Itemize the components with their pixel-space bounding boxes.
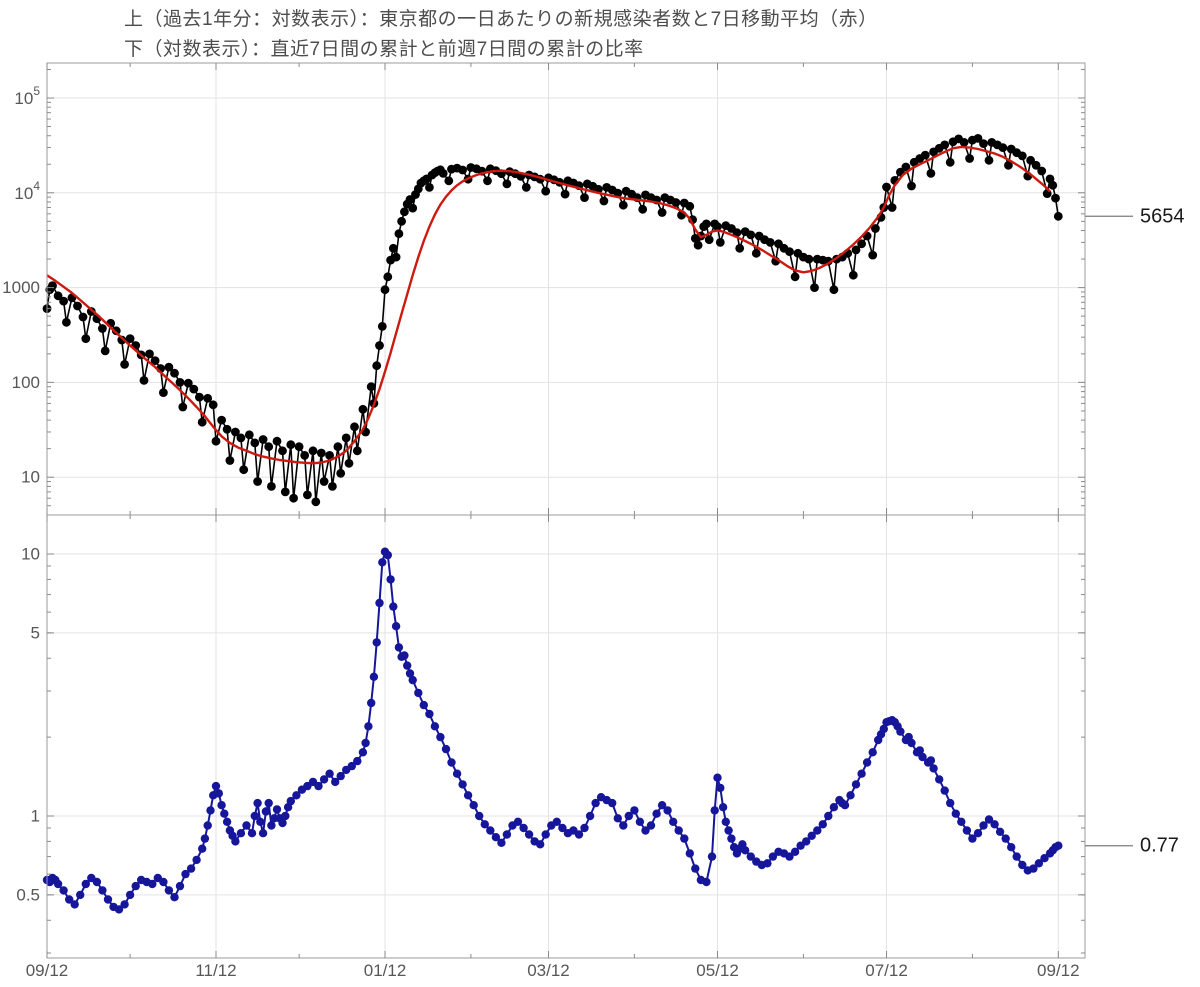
y-axis-labels: 105 104 1000 100 10	[2, 84, 40, 487]
daily-new-cases-panel: 105 104 1000 100 10 5654	[2, 62, 1185, 516]
y-tick-label: 1000	[2, 278, 40, 297]
chart-title-bottom: 下（対数表示）：直近7日間の累計と前週7日間の累計の比率	[124, 39, 644, 60]
y-tick-label: 104	[14, 179, 40, 203]
x-axis-labels: 09/12 11/12 01/12 03/12 05/12 07/12 09/12	[26, 961, 1080, 980]
y-tick-label: 1	[31, 807, 40, 826]
gridlines	[47, 63, 1085, 515]
callout-value: 5654	[1140, 205, 1185, 227]
x-tick-label: 09/12	[26, 961, 69, 980]
y-tick-label: 100	[12, 373, 40, 392]
gridlines	[47, 515, 1085, 958]
daily-new-cases-panel-callout: 5654	[1085, 205, 1185, 227]
x-tick-label: 11/12	[195, 961, 236, 980]
x-tick-label: 03/12	[527, 961, 570, 980]
weekly-ratio-panel-callout: 0.77	[1085, 835, 1179, 857]
x-tick-label: 01/12	[364, 961, 407, 980]
y-tick-label: 0.5	[16, 885, 40, 904]
panel-frame	[46, 514, 1086, 959]
x-tick-label: 05/12	[696, 961, 739, 980]
tick-marks	[46, 515, 1085, 958]
y-tick-label: 10	[21, 545, 40, 564]
y-axis-labels: 10 5 1 0.5	[16, 545, 40, 905]
tick-marks	[46, 63, 1085, 515]
daily-new-cases	[42, 134, 1063, 507]
y-tick-label: 10	[21, 468, 40, 487]
x-tick-label: 09/12	[1037, 961, 1080, 980]
y-tick-label: 105	[14, 84, 40, 108]
y-tick-label: 5	[31, 623, 40, 642]
panel-frame	[46, 62, 1086, 516]
seven-day-moving-average	[46, 145, 1051, 465]
seven-day-sum-ratio	[42, 547, 1063, 914]
chart-title-top: 上（過去1年分：対数表示）：東京都の一日あたりの新規感染者数と7日移動平均（赤）	[124, 9, 878, 30]
callout-value: 0.77	[1140, 835, 1179, 857]
x-tick-label: 07/12	[865, 961, 908, 980]
